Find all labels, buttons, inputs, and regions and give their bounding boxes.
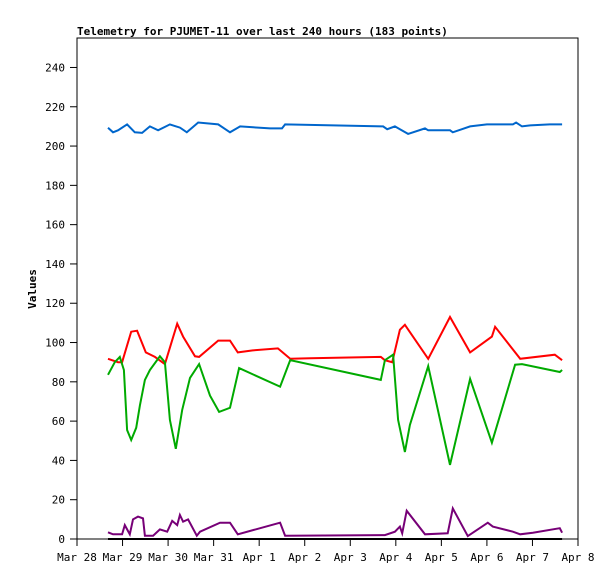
y-tick-label: 120 (45, 297, 65, 310)
series-line-purple (107, 505, 563, 538)
series-line-green (107, 352, 563, 466)
series-line-red (107, 314, 563, 366)
x-tick-label: Apr 5 (425, 551, 458, 564)
y-axis-label: Values (26, 269, 39, 309)
y-tick-label: 180 (45, 179, 65, 192)
y-tick-label: 40 (52, 454, 65, 467)
y-tick-label: 160 (45, 219, 65, 232)
y-tick-label: 0 (58, 533, 65, 546)
y-tick-label: 200 (45, 140, 65, 153)
x-tick-label: Apr 4 (379, 551, 412, 564)
x-tick-label: Mar 29 (103, 551, 143, 564)
y-tick-label: 80 (52, 376, 65, 389)
x-tick-label: Apr 3 (334, 551, 367, 564)
y-tick-label: 20 (52, 494, 65, 507)
series-line-blue (107, 121, 563, 135)
y-tick-label: 60 (52, 415, 65, 428)
x-tick-label: Apr 8 (561, 551, 594, 564)
x-tick-label: Mar 30 (148, 551, 188, 564)
x-tick-label: Apr 6 (470, 551, 503, 564)
plot-frame (76, 37, 579, 540)
chart-title: Telemetry for PJUMET-11 over last 240 ho… (77, 25, 448, 38)
x-tick-label: Apr 7 (516, 551, 549, 564)
y-tick-label: 240 (45, 61, 65, 74)
y-tick-label: 140 (45, 258, 65, 271)
y-tick-label: 100 (45, 337, 65, 350)
y-tick-label: 220 (45, 101, 65, 114)
x-tick-label: Mar 31 (194, 551, 234, 564)
x-tick-label: Apr 2 (288, 551, 321, 564)
x-tick-label: Mar 28 (57, 551, 97, 564)
x-tick-label: Apr 1 (243, 551, 276, 564)
